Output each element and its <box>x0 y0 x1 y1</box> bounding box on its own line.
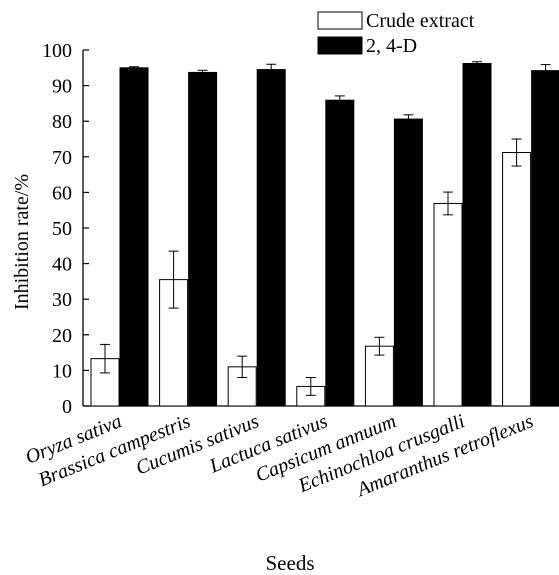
error-bar <box>443 191 453 216</box>
bar-crude-extract <box>502 152 532 407</box>
error-bar <box>266 63 277 70</box>
legend: Crude extract 2, 4-D <box>317 10 475 57</box>
error-bar <box>334 95 345 101</box>
bar-2-4-d <box>256 69 286 407</box>
error-bar <box>511 138 522 167</box>
legend-swatch-crude-extract <box>317 11 363 30</box>
legend-label: 2, 4-D <box>366 35 417 57</box>
bar-2-4-d <box>119 67 149 407</box>
bar-2-4-d <box>462 63 492 407</box>
y-tick-label: 0 <box>62 396 72 418</box>
error-bar <box>237 355 248 379</box>
y-axis-label: Inhibition rate/% <box>11 174 33 310</box>
bar-2-4-d <box>188 71 218 407</box>
legend-label: Crude extract <box>366 10 475 32</box>
bar-2-4-d <box>325 99 355 407</box>
bar-2-4-d <box>393 118 423 407</box>
y-axis-ticks: 0 10 20 30 40 50 60 70 80 90 100 <box>42 40 89 418</box>
error-bar <box>305 377 316 396</box>
error-bar <box>472 61 482 64</box>
y-tick-label: 50 <box>52 218 72 240</box>
x-axis-label: Seeds <box>266 551 315 575</box>
y-tick-label: 60 <box>52 182 72 204</box>
y-tick-label: 90 <box>52 76 72 98</box>
legend-swatch-2-4-d <box>317 36 363 55</box>
y-tick-label: 70 <box>52 147 72 169</box>
error-bar <box>374 336 385 356</box>
bar-crude-extract <box>364 345 394 407</box>
error-bar <box>129 66 139 68</box>
y-tick-label: 80 <box>52 111 72 133</box>
plot-area <box>82 50 559 407</box>
error-bar <box>168 250 179 309</box>
y-tick-label: 30 <box>52 289 72 311</box>
y-tick-label: 40 <box>52 254 72 276</box>
error-bar <box>197 69 208 73</box>
bar-crude-extract <box>433 202 463 407</box>
bar-2-4-d <box>531 70 559 407</box>
error-bar <box>540 64 551 71</box>
y-tick-label: 20 <box>52 325 72 347</box>
error-bar <box>403 114 414 120</box>
error-bar <box>100 343 110 374</box>
y-tick-label: 10 <box>52 360 72 382</box>
y-tick-label: 100 <box>42 40 72 62</box>
